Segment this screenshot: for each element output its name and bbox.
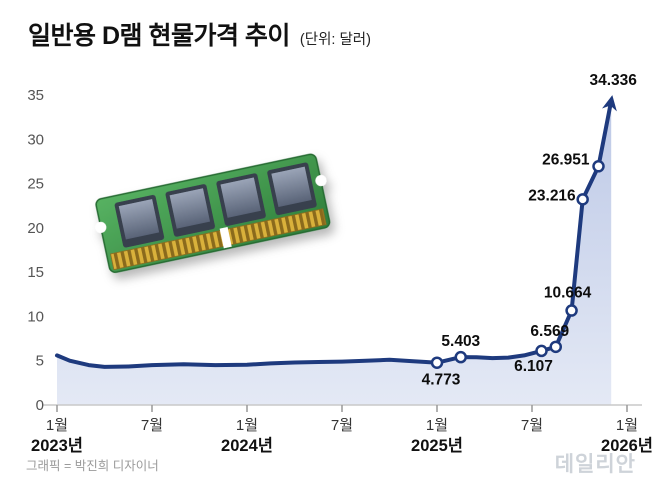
svg-text:5.403: 5.403 bbox=[441, 333, 480, 350]
svg-text:26.951: 26.951 bbox=[542, 151, 590, 168]
memory-chip bbox=[165, 184, 216, 237]
svg-text:2025년: 2025년 bbox=[411, 436, 463, 455]
publisher-watermark: 데일리안 bbox=[554, 453, 636, 476]
svg-text:10.664: 10.664 bbox=[544, 285, 592, 302]
memory-chip bbox=[114, 194, 165, 248]
svg-text:35: 35 bbox=[27, 87, 44, 104]
svg-text:1월: 1월 bbox=[46, 417, 68, 434]
svg-text:6.107: 6.107 bbox=[514, 358, 553, 375]
svg-text:23.216: 23.216 bbox=[528, 187, 576, 204]
svg-text:20: 20 bbox=[27, 220, 44, 237]
svg-text:25: 25 bbox=[27, 176, 44, 193]
area-fill bbox=[57, 100, 612, 406]
svg-text:1월: 1월 bbox=[236, 417, 258, 434]
svg-text:7월: 7월 bbox=[331, 417, 353, 434]
svg-text:7월: 7월 bbox=[141, 417, 163, 434]
memory-chip bbox=[216, 173, 266, 226]
page-title: 일반용 D램 현물가격 추이 bbox=[28, 22, 290, 50]
svg-text:7월: 7월 bbox=[521, 417, 543, 434]
svg-text:0: 0 bbox=[36, 397, 44, 414]
svg-text:4.773: 4.773 bbox=[422, 372, 461, 389]
unit-note: (단위: 달러) bbox=[299, 32, 371, 48]
data-markers bbox=[430, 160, 605, 369]
data-labels: 4.773 5.403 6.107 6.569 10.664 23.216 26.951 34… bbox=[422, 72, 638, 389]
svg-text:2026년: 2026년 bbox=[601, 436, 653, 455]
svg-text:6.569: 6.569 bbox=[530, 323, 569, 340]
gold-connector bbox=[110, 208, 327, 271]
svg-text:5: 5 bbox=[36, 353, 44, 370]
pcb-side-notch bbox=[315, 175, 327, 187]
x-axis: 1월 2023년 7월 1월 2024년 7월 1월 2025년 7월 1월 2026년 bbox=[31, 404, 653, 455]
dram-module-image bbox=[95, 153, 331, 273]
svg-text:2024년: 2024년 bbox=[221, 436, 273, 455]
y-axis: 0 5 10 15 20 25 30 35 bbox=[27, 87, 44, 414]
memory-chip bbox=[267, 162, 317, 216]
svg-text:34.336: 34.336 bbox=[589, 72, 637, 89]
header: 일반용 D램 현물가격 추이 (단위: 달러) bbox=[28, 16, 371, 52]
svg-text:1월: 1월 bbox=[426, 417, 448, 434]
graphic-credit: 그래픽 = 박진희 디자이너 bbox=[26, 459, 159, 473]
connector-notch bbox=[219, 227, 232, 249]
svg-text:10: 10 bbox=[27, 308, 44, 325]
pcb-side-notch bbox=[95, 221, 107, 233]
svg-text:1월: 1월 bbox=[616, 417, 638, 434]
svg-text:15: 15 bbox=[27, 264, 44, 281]
svg-text:2023년: 2023년 bbox=[31, 436, 83, 455]
svg-text:30: 30 bbox=[27, 131, 44, 148]
